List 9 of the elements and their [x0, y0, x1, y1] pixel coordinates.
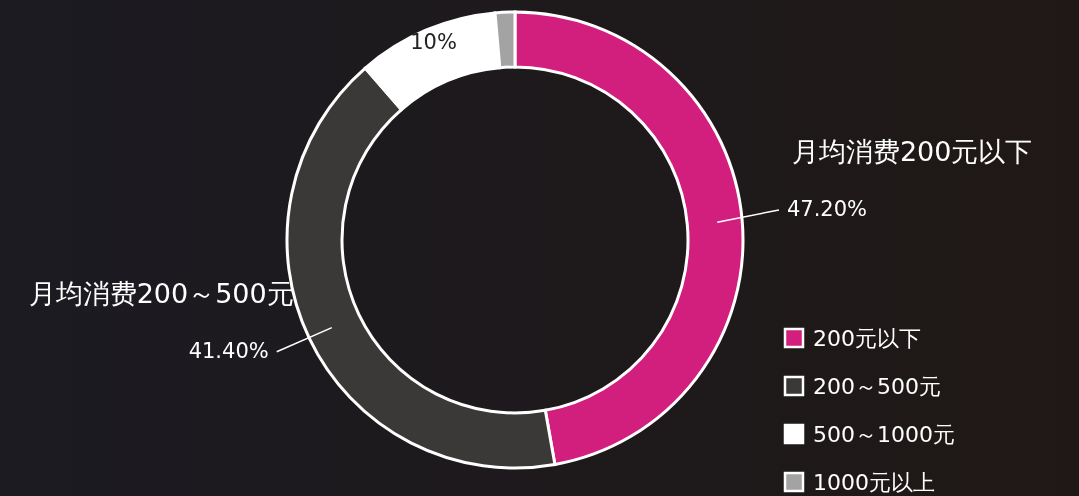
- text: 月均消费200元以下: [791, 136, 1033, 168]
- data-label: 41.40%: [188, 338, 269, 363]
- legend-label: 1000元以上: [813, 470, 935, 495]
- legend-label: 200～500元: [813, 374, 941, 399]
- data-label: 10%: [410, 29, 457, 54]
- data-label: 47.20%: [786, 197, 868, 222]
- legend-label: 500～1000元: [813, 422, 955, 447]
- text: 月均消费200～500元: [28, 277, 294, 309]
- legend-label: 200元以下: [813, 326, 921, 351]
